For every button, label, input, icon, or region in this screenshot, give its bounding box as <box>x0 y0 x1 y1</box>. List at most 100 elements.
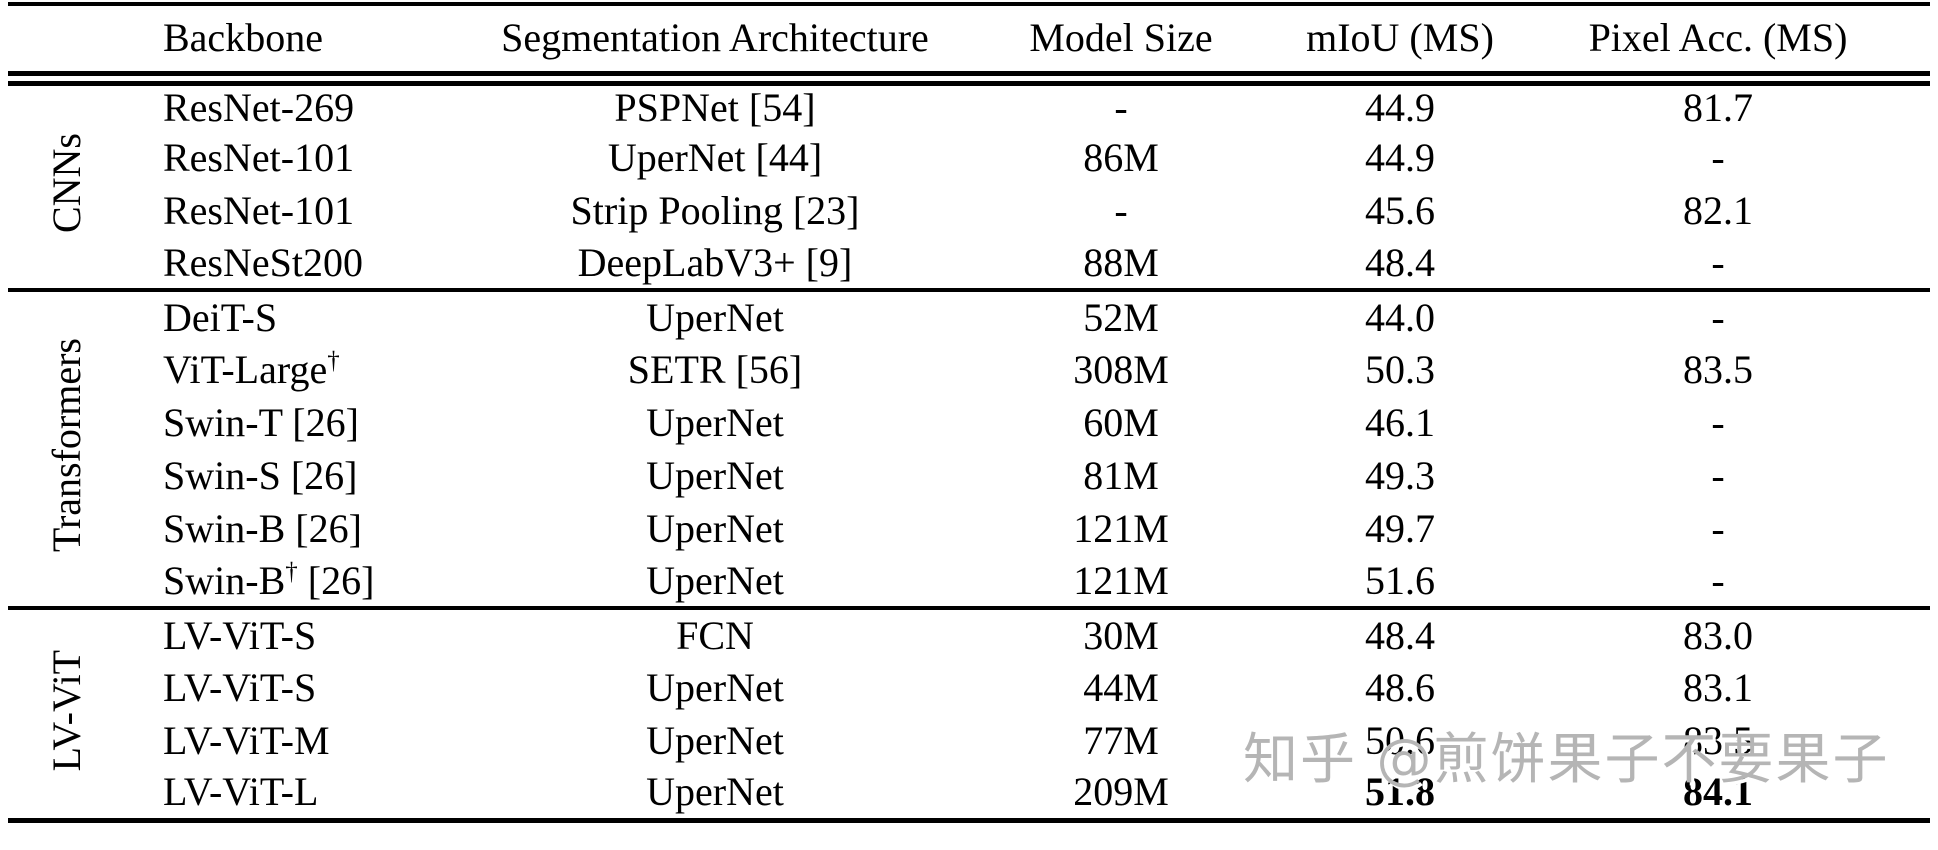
cell-pixel-acc: - <box>1711 557 1725 603</box>
backbone-name: Swin-T <box>163 399 283 445</box>
cell-architecture: DeepLabV3+ [9] <box>577 239 853 285</box>
cell-model-size: 86M <box>1083 134 1159 180</box>
cell-pixel-acc: 83.0 <box>1683 612 1753 658</box>
cell-backbone: ViT-Large† <box>126 343 482 396</box>
cell-architecture: UperNet <box>646 505 784 551</box>
cell-model-size: 44M <box>1083 664 1159 710</box>
group-label-text: LV-ViT <box>44 649 89 771</box>
header-model-size: Model Size <box>948 4 1294 86</box>
backbone-name: Swin-B <box>163 505 286 551</box>
cell-miou: 48.4 <box>1365 239 1435 285</box>
backbone-name: ViT-Large <box>163 346 328 392</box>
cell-backbone: Swin-B [26] <box>126 502 482 555</box>
cell-pixel-acc: - <box>1711 294 1725 340</box>
header-backbone: Backbone <box>126 4 482 86</box>
cell-model-size: 60M <box>1083 399 1159 445</box>
cell-miou: 44.9 <box>1365 134 1435 180</box>
table-row: CNNs ResNet-269 PSPNet [54] - 44.9 81.7 <box>8 78 1930 234</box>
cell-miou: 49.3 <box>1365 452 1435 498</box>
cell-backbone: DeiT-S <box>126 290 482 343</box>
table-row: LV-ViT-L UperNet 209M 51.8 84.1 <box>8 767 1930 820</box>
table-row: LV-ViT-S UperNet 44M 48.6 83.1 <box>8 661 1930 714</box>
cell-miou: 48.4 <box>1365 612 1435 658</box>
dagger-superscript: † <box>285 558 298 586</box>
cell-model-size: - <box>1114 187 1128 233</box>
cell-backbone: Swin-B† [26] <box>126 555 482 608</box>
cell-model-size: - <box>1114 85 1128 131</box>
cell-architecture: UperNet <box>646 664 784 710</box>
group-label-transformers: Transformers <box>8 290 126 608</box>
cell-miou: 49.7 <box>1365 505 1435 551</box>
table-row: Transformers DeiT-S UperNet 52M 44.0 - <box>8 290 1930 553</box>
cell-backbone: ResNet-101 <box>126 184 482 237</box>
backbone-name: DeiT-S <box>163 294 278 340</box>
backbone-citation: [26] <box>285 505 362 551</box>
backbone-name: LV-ViT-M <box>163 717 330 763</box>
cell-architecture: Strip Pooling [23] <box>570 187 860 233</box>
backbone-citation: [26] <box>297 557 375 603</box>
cell-pixel-acc: - <box>1711 452 1725 498</box>
cell-miou: 44.9 <box>1365 85 1435 131</box>
backbone-name: LV-ViT-S <box>163 612 317 658</box>
table-row: Swin-T [26] UperNet 60M 46.1 - <box>8 396 1930 449</box>
group-label-lv-vit: LV-ViT <box>8 608 126 820</box>
results-table: Backbone Segmentation Architecture Model… <box>8 2 1930 823</box>
header-row: Backbone Segmentation Architecture Model… <box>8 4 1930 86</box>
cell-model-size: 77M <box>1083 717 1159 763</box>
cell-miou: 51.8 <box>1365 769 1435 815</box>
backbone-name: Swin-B <box>163 557 286 603</box>
cell-model-size: 52M <box>1083 294 1159 340</box>
group-label-cnns: CNNs <box>8 78 126 290</box>
cell-backbone: Swin-S [26] <box>126 449 482 502</box>
cell-miou: 50.3 <box>1365 346 1435 392</box>
cell-architecture: UperNet <box>646 399 784 445</box>
cell-model-size: 81M <box>1083 452 1159 498</box>
cell-miou: 44.0 <box>1365 294 1435 340</box>
cell-model-size: 209M <box>1073 769 1169 815</box>
cell-backbone: LV-ViT-S <box>126 661 482 714</box>
cell-model-size: 308M <box>1073 346 1169 392</box>
table-row: Swin-B [26] UperNet 121M 49.7 - <box>8 502 1930 555</box>
cell-architecture: UperNet <box>646 452 784 498</box>
backbone-name: LV-ViT-L <box>163 769 319 815</box>
backbone-citation: [26] <box>280 452 358 498</box>
cell-pixel-acc: 84.1 <box>1683 769 1753 815</box>
table-row: ResNet-101 Strip Pooling [23] - 45.6 82.1 <box>8 184 1930 237</box>
cell-architecture: UperNet <box>646 294 784 340</box>
cell-miou: 50.6 <box>1365 717 1435 763</box>
backbone-name: ResNet-101 <box>163 187 355 233</box>
cell-miou: 45.6 <box>1365 187 1435 233</box>
group-label-text: CNNs <box>44 133 89 234</box>
backbone-name: ResNet-101 <box>163 134 355 180</box>
cell-miou: 48.6 <box>1365 664 1435 710</box>
dagger-superscript: † <box>327 347 340 375</box>
header-group-spacer <box>8 4 126 86</box>
cell-pixel-acc: 83.5 <box>1683 346 1753 392</box>
cell-model-size: 88M <box>1083 239 1159 285</box>
cell-pixel-acc: 82.1 <box>1683 187 1753 233</box>
backbone-name: ResNeSt200 <box>163 239 363 285</box>
cell-backbone: LV-ViT-L <box>126 767 482 820</box>
header-architecture: Segmentation Architecture <box>482 4 948 86</box>
table-row: LV-ViT LV-ViT-S FCN 30M 48.4 83.0 <box>8 608 1930 771</box>
table-row: Swin-B† [26] UperNet 121M 51.6 - <box>8 555 1930 608</box>
backbone-citation: [26] <box>282 399 359 445</box>
cell-backbone: LV-ViT-M <box>126 714 482 767</box>
cell-pixel-acc: 81.7 <box>1683 85 1753 131</box>
cell-pixel-acc: - <box>1711 505 1725 551</box>
table-row: ResNeSt200 DeepLabV3+ [9] 88M 48.4 - <box>8 237 1930 290</box>
backbone-name: LV-ViT-S <box>163 664 317 710</box>
table-row: ViT-Large† SETR [56] 308M 50.3 83.5 <box>8 343 1930 396</box>
cell-miou: 46.1 <box>1365 399 1435 445</box>
cell-architecture: UperNet <box>646 769 784 815</box>
cell-architecture: UperNet <box>646 557 784 603</box>
table-header: Backbone Segmentation Architecture Model… <box>8 4 1930 86</box>
cell-backbone: Swin-T [26] <box>126 396 482 449</box>
cell-model-size: 121M <box>1073 505 1169 551</box>
table-row: LV-ViT-M UperNet 77M 50.6 83.5 <box>8 714 1930 767</box>
cell-pixel-acc: - <box>1711 134 1725 180</box>
table-group-cnns: CNNs ResNet-269 PSPNet [54] -44.9 81.7 ResNet… <box>8 78 1930 290</box>
cell-pixel-acc: - <box>1711 399 1725 445</box>
cell-pixel-acc: - <box>1711 239 1725 285</box>
